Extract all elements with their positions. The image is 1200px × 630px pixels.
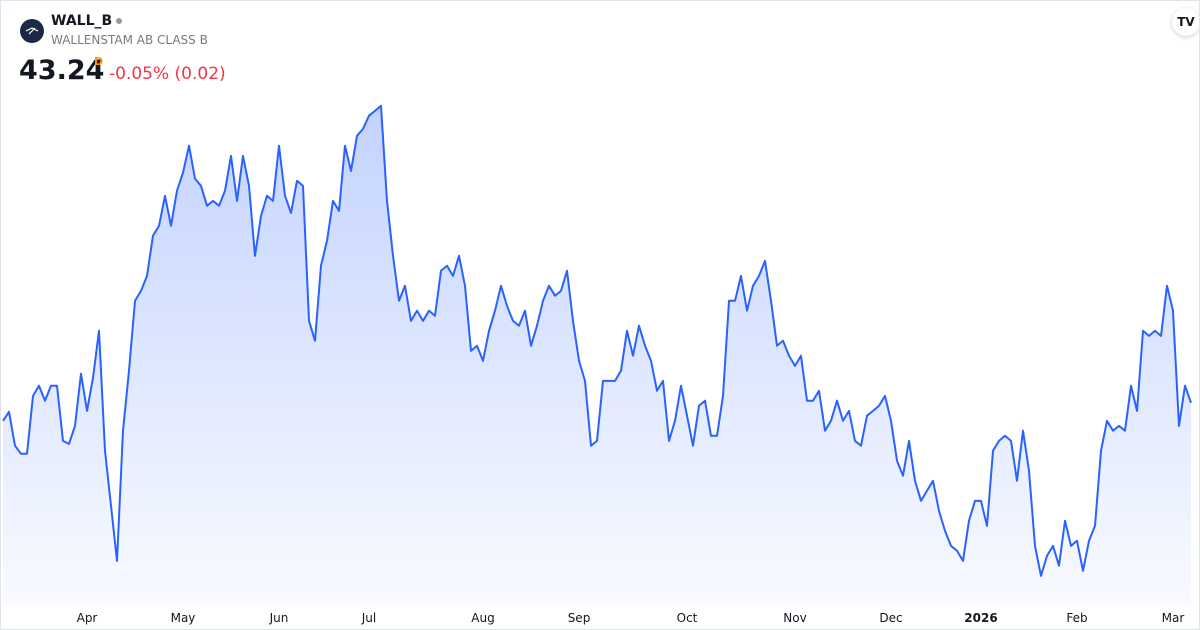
logo-icon xyxy=(25,27,39,35)
x-tick-label: 2026 xyxy=(964,611,997,625)
x-tick-label: Jun xyxy=(269,611,289,625)
x-tick-label: Mar xyxy=(1162,611,1185,625)
x-tick-label: Aug xyxy=(471,611,494,625)
symbol: WALL_B xyxy=(51,13,113,29)
x-tick-label: Jul xyxy=(361,611,376,625)
symbol-logo xyxy=(20,19,44,43)
x-tick-label: Oct xyxy=(677,611,698,625)
price-line xyxy=(2,104,1192,577)
interval: D xyxy=(94,55,104,68)
x-tick-label: Nov xyxy=(783,611,806,625)
area-fill xyxy=(3,105,1191,606)
status-dot xyxy=(116,18,123,24)
symbol-name: WALLENSTAM AB CLASS B xyxy=(51,33,208,47)
x-tick-label: Apr xyxy=(77,611,98,625)
x-tick-label: May xyxy=(171,611,196,625)
symbol-row: WALL_B xyxy=(51,13,123,29)
change: -0.05% (0.02) xyxy=(109,64,226,84)
x-tick-label: Feb xyxy=(1066,611,1087,625)
x-tick-label: Sep xyxy=(568,611,591,625)
price: 43.24 xyxy=(19,55,105,86)
tradingview-logo[interactable]: TV xyxy=(1172,8,1199,36)
x-tick-label: Dec xyxy=(879,611,902,625)
